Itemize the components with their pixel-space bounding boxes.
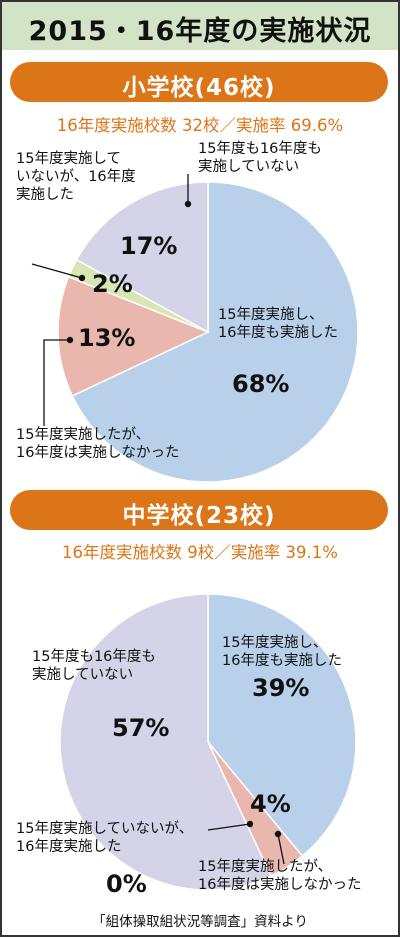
juniorhigh-leader-line-stopped [277, 833, 285, 865]
main-title: 2015・16年度の実施状況 [28, 16, 372, 47]
elementary-leader-dot-started [78, 274, 86, 282]
elementary-pct-stopped: 13% [78, 324, 136, 352]
juniorhigh-label-neither: 15年度も16年度も 実施していない [32, 649, 156, 683]
elementary-label-started: 15年度実施して いないが、16年度 実施した [16, 151, 136, 203]
juniorhigh-label-started: 15年度実施していないが、 16年度実施した [16, 821, 194, 855]
juniorhigh-pct-stopped: 4% [250, 790, 291, 818]
source-note: 「組体操取組状況等調査」資料より [92, 914, 308, 930]
elementary-pct-both-years: 68% [232, 370, 290, 398]
juniorhigh-leader-dot-stopped [274, 830, 282, 838]
juniorhigh-pct-both-years: 39% [252, 674, 310, 702]
elementary-label-both-years: 15年度実施し、 16年度も実施した [218, 307, 338, 341]
elementary-leader-dot-neither [184, 200, 192, 208]
elementary-pct-neither: 17% [120, 232, 178, 260]
elementary-label-stopped: 15年度実施したが、 16年度は実施しなかった [16, 427, 180, 461]
title-band [2, 2, 398, 50]
elementary-leader-line-stopped [43, 339, 70, 426]
juniorhigh-label-both-years: 15年度実施し、 16年度も実施した [222, 635, 342, 669]
juniorhigh-slice-neither [59, 593, 273, 891]
elementary-summary: 16年度実施校数 32校／実施率 69.6% [56, 116, 344, 135]
elementary-label-neither: 15年度も16年度も 実施していない [198, 141, 322, 175]
juniorhigh-title: 中学校(23校) [122, 503, 276, 529]
juniorhigh-banner: 中学校(23校) [10, 490, 388, 530]
elementary-slice-stopped [57, 275, 210, 397]
elementary-pct-started: 2% [92, 270, 133, 298]
juniorhigh-pct-neither: 57% [112, 714, 170, 742]
juniorhigh-label-stopped: 15年度実施したが、 16年度は実施しなかった [198, 859, 362, 893]
elementary-banner: 小学校(46校) [10, 62, 388, 102]
juniorhigh-slice-both-years [207, 593, 357, 858]
elementary-slice-both-years [71, 181, 359, 483]
elementary-slice-neither [75, 181, 209, 334]
elementary-leader-dot-stopped [66, 336, 74, 344]
elementary-pie-chart [31, 174, 359, 483]
elementary-leader-line-started [31, 263, 83, 279]
elementary-title: 小学校(46校) [122, 75, 276, 101]
juniorhigh-leader-dot-started [246, 820, 254, 828]
juniorhigh-pct-started: 0% [106, 870, 147, 898]
juniorhigh-summary: 16年度実施校数 9校／実施率 39.1% [62, 543, 338, 562]
juniorhigh-leader-line-started [207, 823, 251, 831]
